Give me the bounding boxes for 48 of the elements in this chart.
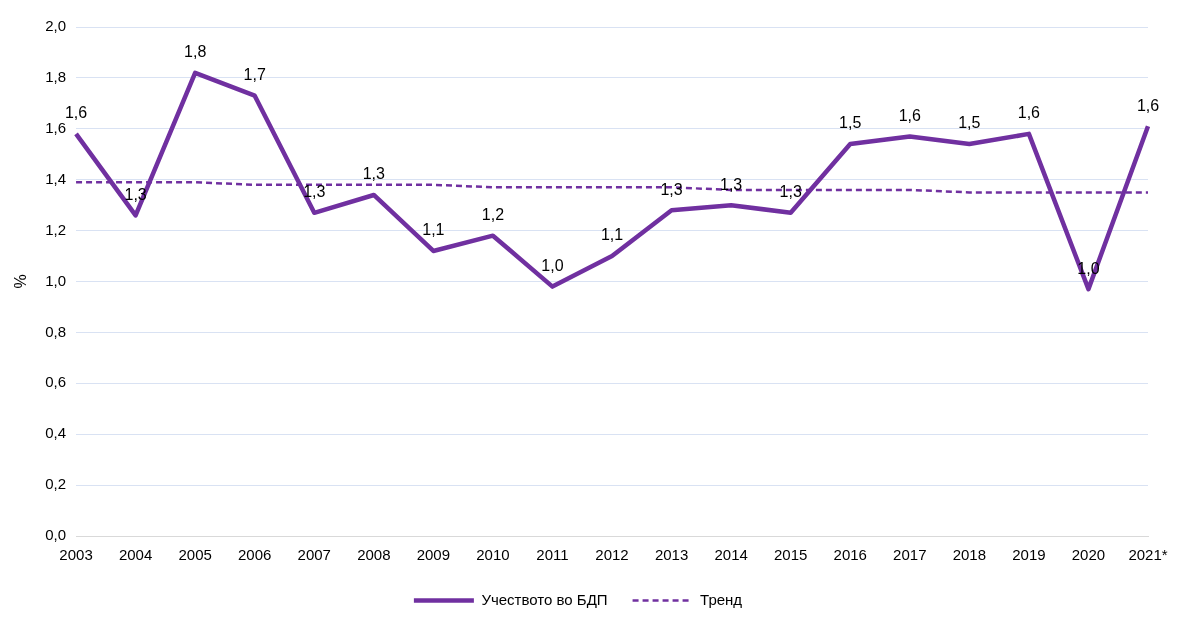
data-label: 1,1 — [600, 226, 624, 244]
x-tick-label: 2012 — [595, 546, 629, 564]
data-label: 1,6 — [1017, 104, 1041, 122]
x-tick-label: 2021* — [1128, 546, 1168, 564]
y-tick-label: 2,0 — [45, 17, 67, 35]
x-tick-label: 2007 — [297, 546, 331, 564]
data-label: 1,0 — [541, 257, 564, 274]
x-tick-label: 2018 — [952, 546, 987, 564]
data-label: 1,3 — [362, 165, 386, 183]
data-label: 1,8 — [184, 43, 207, 61]
x-tick-label: 2003 — [59, 546, 93, 564]
y-tick-label: 0,8 — [45, 322, 67, 340]
x-tick-label: 2005 — [178, 546, 212, 564]
x-tick-label: 2009 — [416, 546, 451, 564]
y-tick-label: 1,2 — [45, 220, 67, 238]
x-tick-label: 2014 — [714, 546, 748, 564]
legend-label: Тренд — [700, 590, 743, 608]
y-tick-label: 1,0 — [45, 271, 67, 289]
data-label: 1,6 — [1136, 96, 1160, 114]
data-label: 1,5 — [958, 114, 981, 132]
y-tick-label: 1,8 — [45, 68, 67, 86]
x-tick-label: 2008 — [357, 546, 391, 564]
y-tick-label: 1,6 — [45, 118, 67, 136]
data-label: 1,1 — [422, 221, 445, 239]
x-tick-label: 2020 — [1071, 546, 1106, 564]
x-tick-label: 2013 — [654, 546, 689, 564]
y-tick-label: 0,6 — [45, 373, 67, 391]
y-tick-label: 0,0 — [45, 526, 67, 544]
x-tick-label: 2011 — [536, 546, 569, 564]
x-tick-label: 2015 — [774, 546, 808, 564]
x-tick-label: 2017 — [893, 546, 927, 564]
y-axis-title: % — [12, 274, 30, 289]
x-tick-label: 2016 — [833, 546, 867, 564]
x-tick-label: 2006 — [238, 546, 272, 564]
x-tick-label: 2019 — [1012, 546, 1046, 564]
legend-label: Учеството во БДП — [481, 590, 608, 608]
y-tick-label: 0,2 — [45, 475, 67, 493]
data-label: 1,3 — [720, 175, 743, 193]
data-label: 1,6 — [64, 104, 88, 122]
x-tick-label: 2004 — [118, 546, 153, 564]
data-label: 1,2 — [481, 206, 505, 224]
x-tick-label: 2010 — [476, 546, 510, 564]
data-label: 1,5 — [839, 114, 862, 132]
data-label: 1,7 — [243, 66, 266, 84]
data-label: 1,6 — [898, 106, 922, 124]
data-label: 1,3 — [303, 183, 326, 201]
y-tick-label: 0,4 — [45, 424, 67, 442]
y-tick-label: 1,4 — [45, 169, 67, 187]
